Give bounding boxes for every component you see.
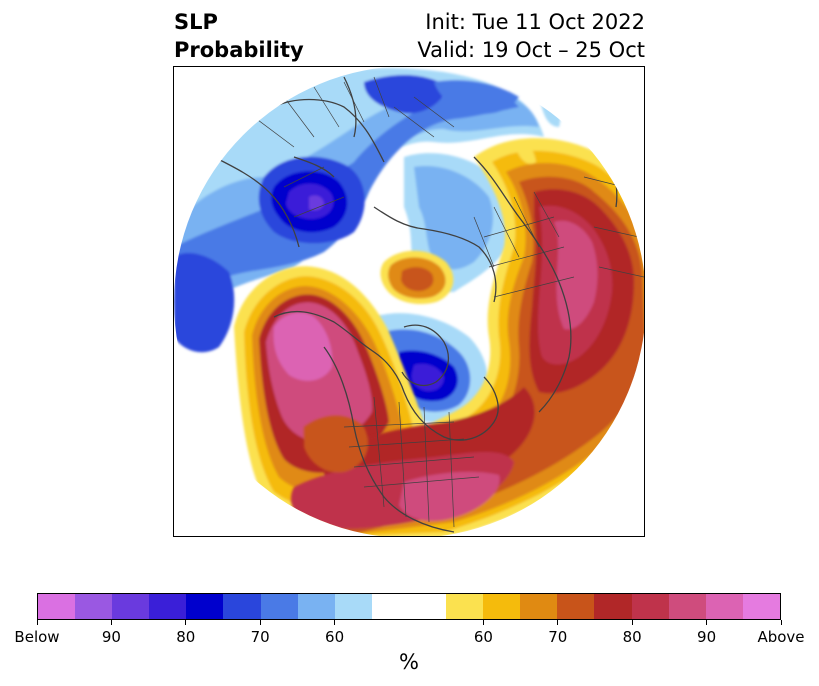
colorbar-tick-label: Above [757, 628, 805, 646]
colorbar-segment [260, 594, 298, 619]
colorbar-tick [36, 620, 38, 625]
colorbar [37, 593, 781, 620]
colorbar-tick-label: Below [14, 628, 60, 646]
colorbar-segment [705, 594, 743, 619]
colorbar-tick-label: 60 [473, 628, 493, 646]
colorbar-segment [668, 594, 706, 619]
colorbar-segment [75, 594, 113, 619]
colorbar-segment [223, 594, 261, 619]
colorbar-segment [742, 594, 780, 619]
colorbar-tick [557, 620, 559, 625]
colorbar-tick-label: 90 [697, 628, 717, 646]
colorbar-tick [706, 620, 708, 625]
polar-map [173, 66, 645, 537]
colorbar-segment [631, 594, 669, 619]
probability-field [174, 67, 644, 536]
colorbar-tick [110, 620, 112, 625]
valid-range: Valid: 19 Oct – 25 Oct [417, 38, 645, 62]
colorbar-tick-label: 70 [548, 628, 568, 646]
colorbar-tick [259, 620, 261, 625]
colorbar-segment [186, 594, 224, 619]
colorbar-segment [594, 594, 632, 619]
colorbar-segment [334, 594, 372, 619]
arctic-warm-pocket [380, 250, 454, 305]
title-slp: SLP [174, 10, 218, 34]
colorbar-tick [334, 620, 336, 625]
colorbar-tick-label: 90 [101, 628, 121, 646]
colorbar-unit-label: % [399, 650, 419, 674]
colorbar-tick [631, 620, 633, 625]
colorbar-segment [149, 594, 187, 619]
political-borders [253, 76, 644, 528]
below-normal-area [174, 68, 644, 423]
colorbar-tick [185, 620, 187, 625]
colorbar-segment [408, 594, 447, 619]
colorbar-tick-label: 80 [176, 628, 196, 646]
colorbar-segment [297, 594, 335, 619]
map-subtitle: Init: Tue 11 Oct 2022 Valid: 19 Oct – 25… [417, 8, 645, 64]
colorbar-tick [780, 620, 782, 625]
colorbar-segment [38, 594, 76, 619]
colorbar-tick-label: 70 [250, 628, 270, 646]
init-date: Init: Tue 11 Oct 2022 [425, 10, 645, 34]
colorbar-segment [483, 594, 521, 619]
colorbar-segment [557, 594, 595, 619]
colorbar-segment [371, 594, 409, 619]
colorbar-segment [112, 594, 150, 619]
colorbar-tick [482, 620, 484, 625]
colorbar-tick-label: 80 [622, 628, 642, 646]
map-title: SLP Probability [174, 8, 304, 64]
title-probability: Probability [174, 38, 304, 62]
colorbar-segment [446, 594, 484, 619]
colorbar-tick-label: 60 [325, 628, 345, 646]
map-svg [174, 67, 644, 536]
colorbar-segment [520, 594, 558, 619]
